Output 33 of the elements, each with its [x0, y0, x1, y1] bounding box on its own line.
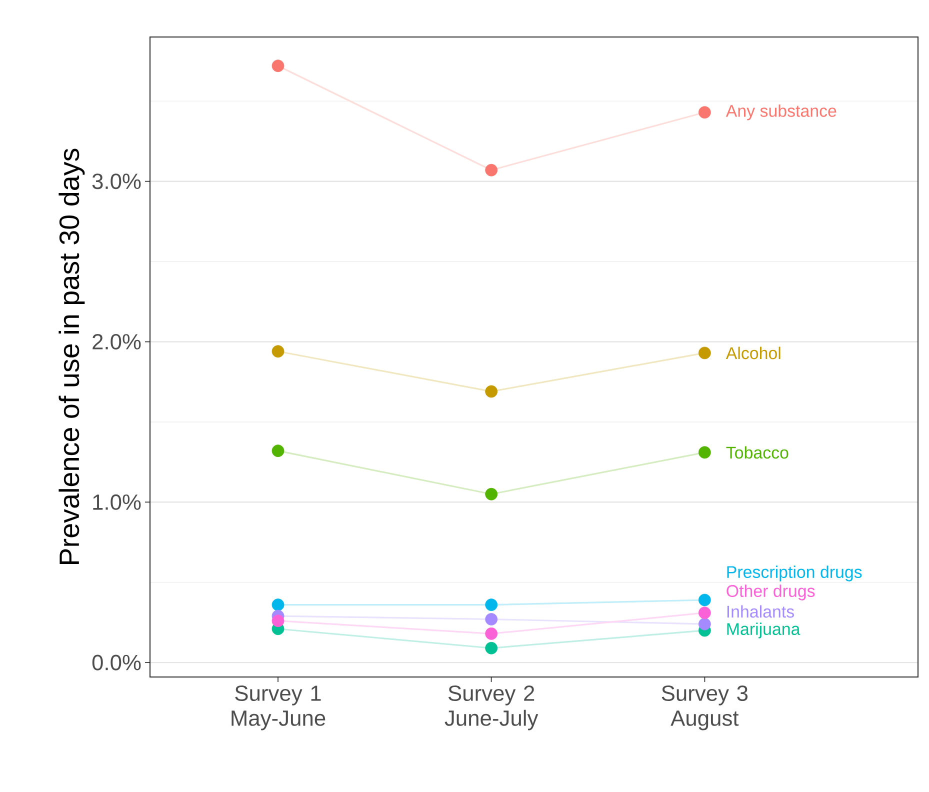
series-label: Tobacco [726, 446, 788, 459]
point [272, 444, 284, 458]
x-tick-label: Survey 1 May-June [232, 686, 326, 730]
point [698, 606, 711, 620]
point [698, 346, 711, 360]
y-axis-title: Prevalence of use in past 30 days [58, 148, 85, 564]
point [698, 618, 711, 630]
point [485, 164, 498, 176]
series-label: Marijuana [727, 622, 800, 638]
point [485, 642, 498, 654]
series-label: Any substance [726, 104, 836, 120]
series-label: Inhalants [727, 605, 794, 618]
y-tick-label: 3.0% [92, 174, 141, 190]
series-label: Prescription drugs [727, 566, 862, 582]
point [272, 60, 284, 72]
series-label: Alcohol [726, 346, 780, 360]
point [272, 598, 284, 612]
x-tick-label: Survey 3 August [662, 686, 748, 730]
point [485, 385, 498, 398]
point [485, 613, 498, 626]
y-tick-label: 0.0% [92, 654, 141, 670]
point [272, 614, 284, 628]
y-tick-label: 1.0% [93, 494, 141, 510]
point [485, 598, 498, 612]
point [698, 594, 711, 606]
point [272, 345, 284, 358]
point [698, 106, 711, 119]
point [485, 627, 498, 640]
x-tick-label: Survey 2 June-July [444, 686, 538, 730]
series-label: Other drugs [726, 584, 815, 600]
point [485, 488, 498, 500]
point [698, 446, 711, 459]
y-tick-label: 2.0% [92, 334, 141, 350]
